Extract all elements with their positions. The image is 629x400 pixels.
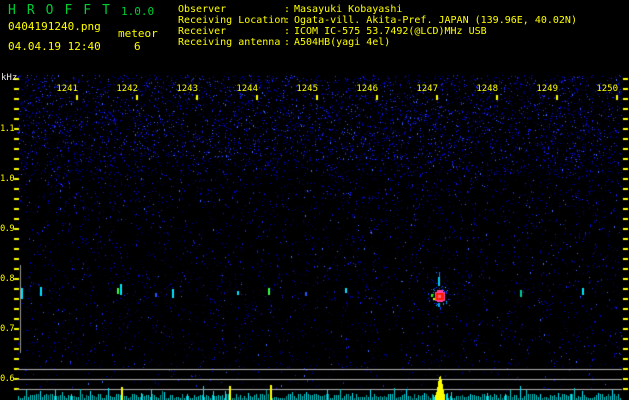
info-separator: : bbox=[284, 26, 291, 37]
app-version: 1.0.0 bbox=[121, 5, 155, 18]
info-value: ICOM IC-575 53.7492(@LCD)MHz USB bbox=[294, 26, 487, 37]
output-filename: 0404191240.png bbox=[8, 20, 101, 33]
info-row-antenna: Receiving antenna: A504HB(yagi 4el) bbox=[178, 37, 390, 48]
app-title: HROFFT bbox=[8, 3, 121, 18]
info-separator: : bbox=[284, 37, 291, 48]
info-label: Observer bbox=[178, 4, 227, 15]
info-value: Ogata-vill. Akita-Pref. JAPAN (139.96E, … bbox=[294, 15, 577, 26]
y-axis-unit-label: kHz bbox=[1, 73, 18, 83]
info-label: Receiving Location bbox=[178, 15, 287, 26]
observation-datetime: 04.04.19 12:40 bbox=[8, 40, 101, 53]
info-separator: : bbox=[284, 15, 291, 26]
observation-mode: meteor bbox=[118, 27, 158, 40]
info-value: A504HB(yagi 4el) bbox=[294, 37, 391, 48]
info-label: Receiver bbox=[178, 26, 227, 37]
info-row-receiver: Receiver: ICOM IC-575 53.7492(@LCD)MHz US… bbox=[178, 26, 487, 37]
info-row-location: Receiving Location: Ogata-vill. Akita-Pre… bbox=[178, 15, 577, 26]
info-value: Masayuki Kobayashi bbox=[294, 4, 403, 15]
info-separator: : bbox=[284, 4, 291, 15]
info-label: Receiving antenna bbox=[178, 37, 281, 48]
meteor-count: 6 bbox=[134, 40, 141, 53]
info-row-observer: Observer: Masayuki Kobayashi bbox=[178, 4, 402, 15]
